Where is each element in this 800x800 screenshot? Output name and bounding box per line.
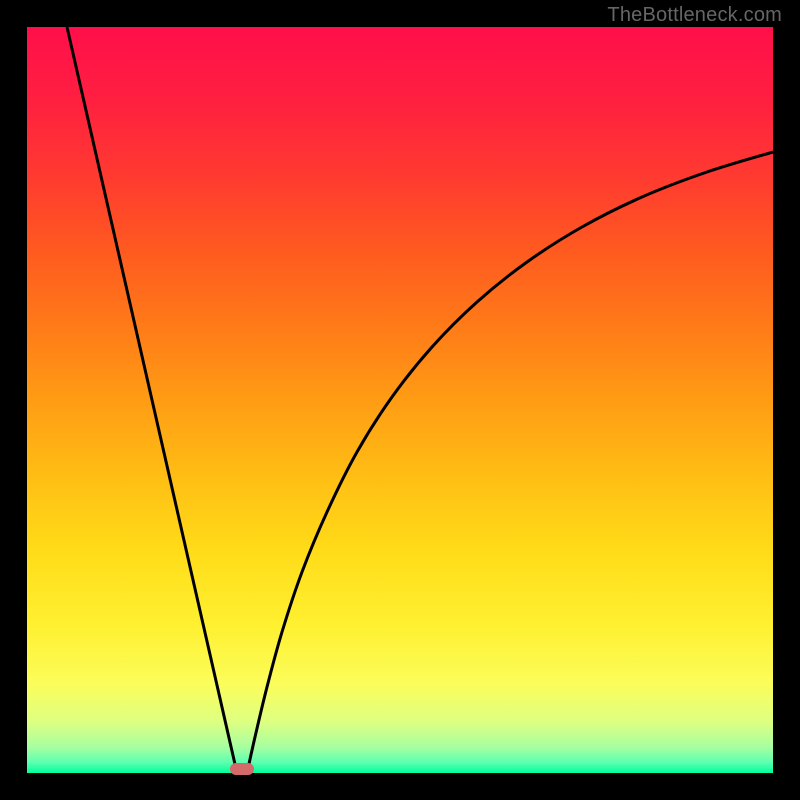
left-line	[67, 27, 237, 773]
right-curve	[247, 152, 773, 773]
chart-container: { "watermark": { "text": "TheBottleneck.…	[0, 0, 800, 800]
valley-marker	[230, 763, 254, 775]
plot-area	[27, 27, 773, 773]
curve-layer	[27, 27, 773, 773]
watermark-text: TheBottleneck.com	[607, 4, 782, 27]
